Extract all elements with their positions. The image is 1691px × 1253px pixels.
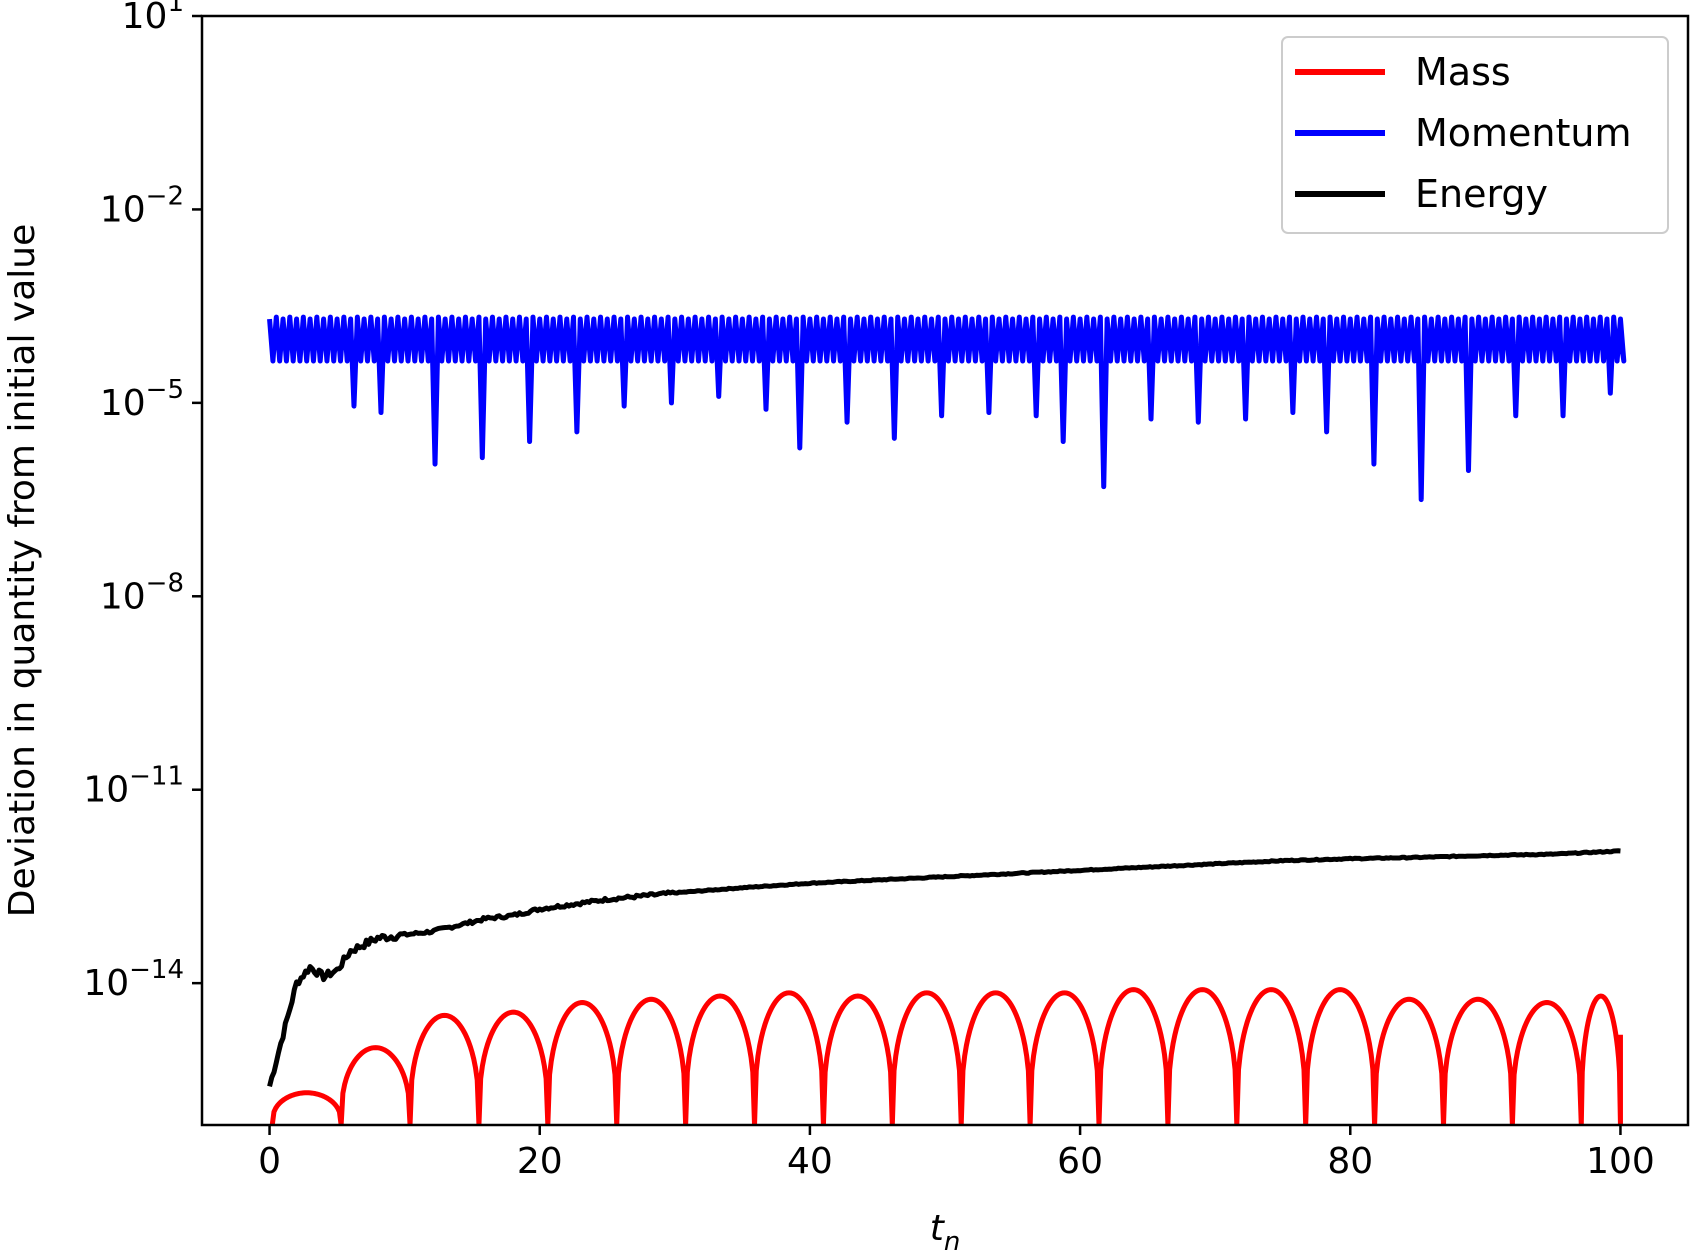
legend-label-energy: Energy [1415,172,1548,216]
x-tick-label: 20 [517,1141,563,1182]
y-tick-exponent: −2 [146,181,184,211]
y-tick-base: 10 [100,576,146,617]
x-axis: 0 20 40 60 80 100 [258,1125,1655,1182]
mass-series-line [269,987,1623,1125]
legend-box [1281,36,1669,234]
legend-label-momentum: Momentum [1415,111,1632,155]
y-tick-label: 101 [122,0,184,37]
y-tick-label: 10−14 [83,955,184,1004]
y-tick-base: 10 [100,189,146,230]
x-tick-label: 100 [1586,1141,1655,1182]
y-tick-label: 10−8 [100,568,184,617]
y-tick-exponent: 1 [167,0,184,18]
y-tick-label: 10−2 [100,181,184,230]
energy-series-line [267,848,1621,1087]
y-tick-exponent: −14 [129,955,184,985]
x-tick-label: 40 [787,1141,833,1182]
y-tick-base: 10 [83,770,129,811]
x-tick-label: 80 [1327,1141,1373,1182]
y-tick-base: 10 [100,383,146,424]
x-axis-label-subscript: n [944,1227,960,1253]
y-tick-label: 10−11 [83,762,184,811]
x-axis-label: tn [930,1208,961,1253]
y-tick-exponent: −11 [129,762,184,792]
y-tick-base: 10 [122,0,168,37]
plot-frame [200,14,1690,1127]
legend: Mass Momentum Energy [1281,36,1669,234]
y-tick-exponent: −8 [146,568,184,598]
y-tick-base: 10 [83,963,129,1004]
y-tick-exponent: −5 [146,375,184,405]
x-tick-label: 60 [1057,1141,1103,1182]
y-axis-label: Deviation in quantity from initial value [2,224,43,917]
y-tick-label: 10−5 [100,375,184,424]
axis-labels: tn Deviation in quantity from initial val… [2,224,960,1253]
x-axis-label-main: t [930,1208,946,1249]
momentum-series-line [267,314,1627,503]
legend-label-mass: Mass [1415,50,1511,94]
series-layer [267,314,1627,1125]
x-tick-label: 0 [258,1141,281,1182]
